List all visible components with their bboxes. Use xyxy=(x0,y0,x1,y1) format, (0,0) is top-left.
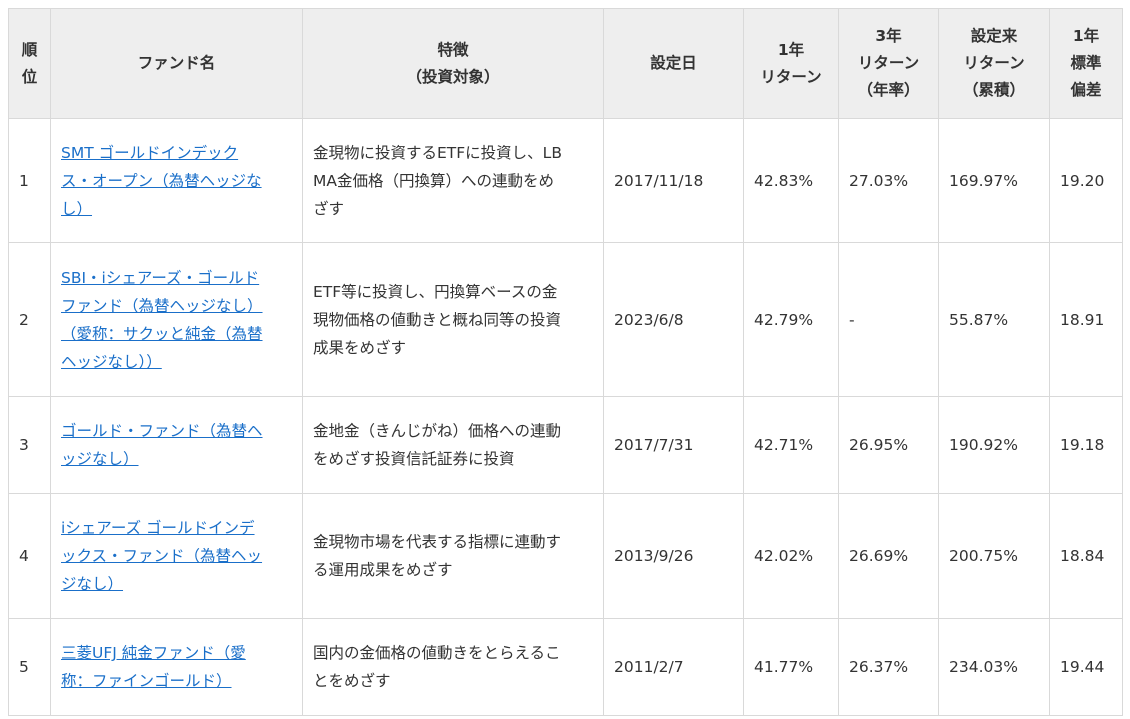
return-3y-cell: 27.03% xyxy=(838,118,939,243)
fund-name-cell: SMT ゴールドインデック ス・オープン（為替ヘッジな し） xyxy=(50,118,303,243)
inception-cell: 2017/7/31 xyxy=(603,396,744,494)
inception-cell: 2017/11/18 xyxy=(603,118,744,243)
return-1y-cell: 42.02% xyxy=(743,493,839,619)
return-since-cell: 169.97% xyxy=(938,118,1050,243)
return-1y-cell: 42.83% xyxy=(743,118,839,243)
stdev-cell: 19.18 xyxy=(1049,396,1123,494)
return-1y-cell: 42.71% xyxy=(743,396,839,494)
header-feature: 特徴 （投資対象） xyxy=(302,8,604,119)
feature-cell: 金地金（きんじがね）価格への連動 をめざす投資信託証券に投資 xyxy=(302,396,604,494)
fund-link[interactable]: SBI・iシェアーズ・ゴールド ファンド（為替ヘッジなし） （愛称：サクッと純金… xyxy=(61,268,263,371)
header-rank: 順 位 xyxy=(8,8,51,119)
fund-link[interactable]: SMT ゴールドインデック ス・オープン（為替ヘッジな し） xyxy=(61,143,262,218)
rank-cell: 3 xyxy=(8,396,51,494)
inception-cell: 2013/9/26 xyxy=(603,493,744,619)
return-since-cell: 200.75% xyxy=(938,493,1050,619)
return-3y-cell: - xyxy=(838,242,939,397)
stdev-cell: 19.44 xyxy=(1049,618,1123,716)
header-inception: 設定日 xyxy=(603,8,744,119)
stdev-cell: 18.91 xyxy=(1049,242,1123,397)
fund-link[interactable]: iシェアーズ ゴールドインデ ックス・ファンド（為替ヘッ ジなし） xyxy=(61,519,263,593)
return-3y-cell: 26.37% xyxy=(838,618,939,716)
return-since-cell: 190.92% xyxy=(938,396,1050,494)
return-3y-cell: 26.95% xyxy=(838,396,939,494)
table-row: 1 SMT ゴールドインデック ス・オープン（為替ヘッジな し） 金現物に投資す… xyxy=(8,118,1123,243)
table-header-row: 順 位 ファンド名 特徴 （投資対象） 設定日 1年 リターン 3年 リターン … xyxy=(8,8,1123,119)
stdev-cell: 19.20 xyxy=(1049,118,1123,243)
rank-cell: 2 xyxy=(8,242,51,397)
rank-cell: 4 xyxy=(8,493,51,619)
fund-name-cell: ゴールド・ファンド（為替ヘ ッジなし） xyxy=(50,396,303,494)
return-1y-cell: 41.77% xyxy=(743,618,839,716)
header-fund-name: ファンド名 xyxy=(50,8,303,119)
header-stdev-1y: 1年 標準 偏差 xyxy=(1049,8,1123,119)
return-since-cell: 55.87% xyxy=(938,242,1050,397)
feature-cell: 国内の金価格の値動きをとらえるこ とをめざす xyxy=(302,618,604,716)
return-3y-cell: 26.69% xyxy=(838,493,939,619)
inception-cell: 2011/2/7 xyxy=(603,618,744,716)
table-row: 5 三菱UFJ 純金ファンド（愛 称：ファインゴールド） 国内の金価格の値動きを… xyxy=(8,618,1123,716)
fund-name-cell: iシェアーズ ゴールドインデ ックス・ファンド（為替ヘッ ジなし） xyxy=(50,493,303,619)
feature-cell: 金現物市場を代表する指標に連動す る運用成果をめざす xyxy=(302,493,604,619)
inception-cell: 2023/6/8 xyxy=(603,242,744,397)
return-1y-cell: 42.79% xyxy=(743,242,839,397)
fund-name-cell: SBI・iシェアーズ・ゴールド ファンド（為替ヘッジなし） （愛称：サクッと純金… xyxy=(50,242,303,397)
fund-link[interactable]: 三菱UFJ 純金ファンド（愛 称：ファインゴールド） xyxy=(61,644,246,690)
table-row: 4 iシェアーズ ゴールドインデ ックス・ファンド（為替ヘッ ジなし） 金現物市… xyxy=(8,493,1123,619)
fund-ranking-table: 順 位 ファンド名 特徴 （投資対象） 設定日 1年 リターン 3年 リターン … xyxy=(8,8,1123,716)
fund-name-cell: 三菱UFJ 純金ファンド（愛 称：ファインゴールド） xyxy=(50,618,303,716)
table-row: 3 ゴールド・ファンド（為替ヘ ッジなし） 金地金（きんじがね）価格への連動 を… xyxy=(8,396,1123,494)
header-return-1y: 1年 リターン xyxy=(743,8,839,119)
rank-cell: 1 xyxy=(8,118,51,243)
fund-link[interactable]: ゴールド・ファンド（為替ヘ ッジなし） xyxy=(61,422,263,468)
return-since-cell: 234.03% xyxy=(938,618,1050,716)
feature-cell: 金現物に投資するETFに投資し、LB MA金価格（円換算）への連動をめ ざす xyxy=(302,118,604,243)
header-return-3y: 3年 リターン （年率） xyxy=(838,8,939,119)
feature-cell: ETF等に投資し、円換算ベースの金 現物価格の値動きと概ね同等の投資 成果をめざ… xyxy=(302,242,604,397)
table-row: 2 SBI・iシェアーズ・ゴールド ファンド（為替ヘッジなし） （愛称：サクッと… xyxy=(8,242,1123,397)
header-return-since: 設定来 リターン （累積） xyxy=(938,8,1050,119)
rank-cell: 5 xyxy=(8,618,51,716)
stdev-cell: 18.84 xyxy=(1049,493,1123,619)
